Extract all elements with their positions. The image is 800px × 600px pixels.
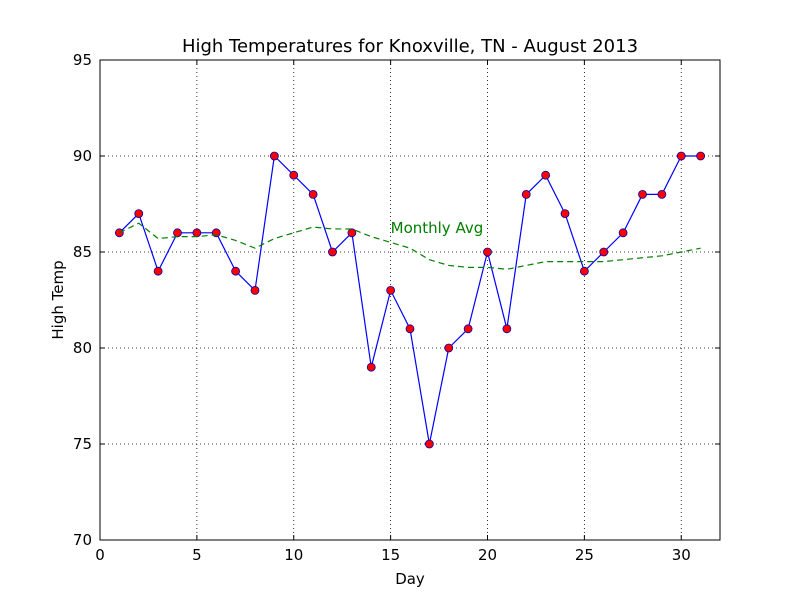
data-point [250, 285, 260, 295]
y-tick-label: 70 [73, 531, 92, 549]
x-tick-label: 15 [381, 546, 400, 564]
data-point [114, 228, 124, 238]
data-point [638, 189, 647, 199]
series-layer [114, 151, 706, 449]
data-point [134, 209, 144, 219]
data-point [386, 285, 396, 295]
data-point [347, 228, 357, 238]
data-point [657, 189, 667, 199]
annotations: Monthly Avg [391, 219, 484, 237]
data-point [192, 228, 202, 238]
chart-title: High Temperatures for Knoxville, TN - Au… [182, 36, 638, 57]
y-tick-label: 85 [73, 243, 92, 261]
x-tick-label: 0 [95, 546, 105, 564]
data-point [289, 170, 299, 180]
data-point [521, 189, 531, 199]
x-tick-label: 30 [672, 546, 691, 564]
data-point [328, 247, 337, 257]
x-tick-label: 5 [192, 546, 202, 564]
data-point [560, 209, 570, 219]
data-point [676, 151, 686, 161]
data-point [405, 324, 415, 334]
annotation-label: Monthly Avg [391, 219, 484, 237]
y-tick-label: 90 [73, 147, 92, 165]
data-point [618, 228, 628, 238]
series-line-1 [119, 222, 701, 270]
data-point [463, 324, 473, 334]
y-tick-label: 75 [73, 435, 92, 453]
y-tick-label: 80 [73, 339, 92, 357]
data-point [599, 247, 609, 257]
x-tick-label: 20 [478, 546, 497, 564]
plot-frame [99, 59, 721, 541]
series-line-0 [118, 154, 701, 445]
data-point [153, 266, 163, 276]
data-point [424, 439, 434, 449]
data-point [579, 266, 589, 276]
data-point [483, 247, 492, 257]
x-tick-label: 25 [575, 546, 594, 564]
data-point [308, 189, 318, 199]
data-point [444, 343, 454, 353]
grid-lines [99, 59, 720, 541]
x-axis-label: Day [395, 570, 425, 588]
data-point [502, 324, 512, 334]
data-point [696, 151, 706, 161]
data-point [366, 362, 376, 372]
y-tick-label: 95 [73, 51, 92, 69]
data-point [541, 170, 551, 180]
data-point [269, 151, 279, 161]
axis-ticks: 0 5 10 15 20 25 30 70 75 80 85 90 95 [73, 51, 720, 564]
data-point [173, 228, 182, 238]
y-axis-label: High Temp [49, 260, 67, 339]
x-tick-label: 10 [284, 546, 303, 564]
data-point [231, 266, 241, 276]
